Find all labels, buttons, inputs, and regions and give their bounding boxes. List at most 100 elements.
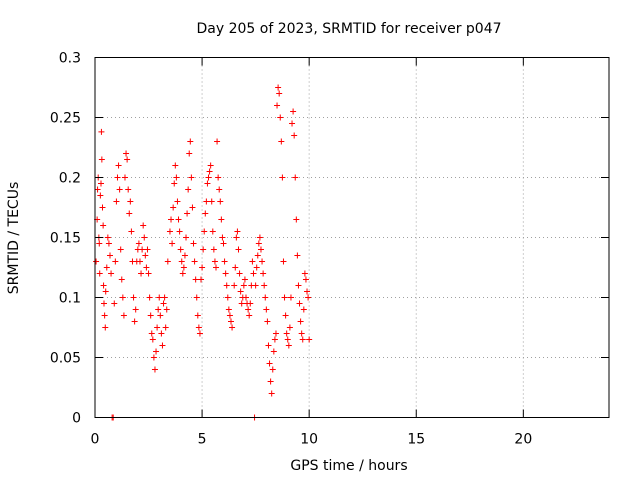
- data-point: [147, 312, 154, 319]
- data-point: [188, 174, 195, 181]
- data-point: [299, 336, 306, 343]
- data-point: [278, 138, 285, 145]
- data-point: [98, 128, 105, 135]
- data-point: [254, 252, 261, 259]
- data-point: [136, 258, 143, 265]
- data-point: [160, 300, 167, 307]
- data-point: [131, 318, 138, 325]
- data-point: [259, 258, 266, 265]
- data-point: [148, 330, 155, 337]
- data-point: [103, 264, 110, 271]
- data-point: [274, 102, 281, 109]
- data-point: [191, 258, 198, 265]
- data-point: [180, 264, 187, 271]
- data-point: [214, 138, 221, 145]
- data-point: [144, 246, 151, 253]
- data-point: [189, 204, 196, 211]
- x-tick-label: 20: [514, 432, 532, 448]
- x-axis-label: GPS time / hours: [290, 458, 407, 474]
- data-point: [121, 174, 128, 181]
- data-point: [187, 138, 194, 145]
- data-point: [138, 270, 145, 277]
- data-point: [119, 294, 126, 301]
- data-point: [205, 174, 212, 181]
- data-point: [225, 306, 232, 313]
- data-point: [102, 324, 109, 331]
- data-point: [176, 228, 183, 235]
- data-point: [305, 294, 312, 301]
- data-point: [208, 198, 215, 205]
- data-point: [139, 246, 146, 253]
- data-point: [235, 246, 242, 253]
- chart-title: Day 205 of 2023, SRMTID for receiver p04…: [196, 21, 501, 37]
- data-point: [266, 360, 273, 367]
- data-point: [190, 240, 197, 247]
- data-point: [94, 186, 101, 193]
- data-point: [170, 204, 177, 211]
- data-point: [128, 228, 135, 235]
- data-point: [255, 240, 262, 247]
- data-point: [194, 312, 201, 319]
- data-point: [257, 246, 264, 253]
- data-point: [192, 276, 199, 283]
- data-point: [123, 150, 130, 157]
- x-tick-label: 10: [300, 432, 318, 448]
- data-point: [98, 156, 105, 163]
- x-tick-label: 15: [407, 432, 425, 448]
- y-tick-label: 0.05: [50, 351, 81, 367]
- y-tick-label: 0: [72, 411, 81, 427]
- data-point: [198, 276, 205, 283]
- data-point: [153, 348, 160, 355]
- data-point: [106, 252, 113, 259]
- data-point: [201, 228, 208, 235]
- data-point: [97, 192, 104, 199]
- data-point: [229, 324, 236, 331]
- data-point: [143, 264, 150, 271]
- data-point: [219, 234, 226, 241]
- y-tick-labels: 0 0.05 0.1 0.15 0.2 0.25 0.3: [50, 51, 81, 427]
- data-point: [156, 294, 163, 301]
- data-point: [146, 294, 153, 301]
- data-point: [155, 306, 162, 313]
- data-point: [204, 180, 211, 187]
- data-point: [252, 282, 259, 289]
- data-point: [184, 210, 191, 217]
- data-point: [295, 282, 302, 289]
- ticks: [94, 57, 609, 418]
- data-point: [233, 234, 240, 241]
- data-point: [99, 204, 106, 211]
- data-point: [162, 324, 169, 331]
- data-point: [283, 330, 290, 337]
- data-point: [150, 354, 157, 361]
- data-point: [268, 390, 275, 397]
- y-tick-label: 0.25: [50, 111, 81, 127]
- data-point: [185, 186, 192, 193]
- data-point: [161, 294, 168, 301]
- data-point: [96, 270, 103, 277]
- data-point: [101, 312, 108, 319]
- data-point: [151, 366, 158, 373]
- data-point: [159, 342, 166, 349]
- data-point: [231, 282, 238, 289]
- data-point: [193, 294, 200, 301]
- data-point: [97, 180, 104, 187]
- data-point: [292, 174, 299, 181]
- data-point: [108, 270, 115, 277]
- data-point: [158, 330, 165, 337]
- data-point: [132, 306, 139, 313]
- data-point: [111, 300, 118, 307]
- data-point: [163, 306, 170, 313]
- data-point: [125, 186, 132, 193]
- data-point: [140, 222, 147, 229]
- data-point: [236, 270, 243, 277]
- data-point: [100, 300, 107, 307]
- data-point: [142, 252, 149, 259]
- data-point: [290, 108, 297, 115]
- grid: [95, 57, 609, 418]
- data-point: [262, 294, 269, 301]
- data-point: [281, 294, 288, 301]
- data-point: [221, 258, 228, 265]
- data-point: [250, 270, 257, 277]
- data-point: [211, 258, 218, 265]
